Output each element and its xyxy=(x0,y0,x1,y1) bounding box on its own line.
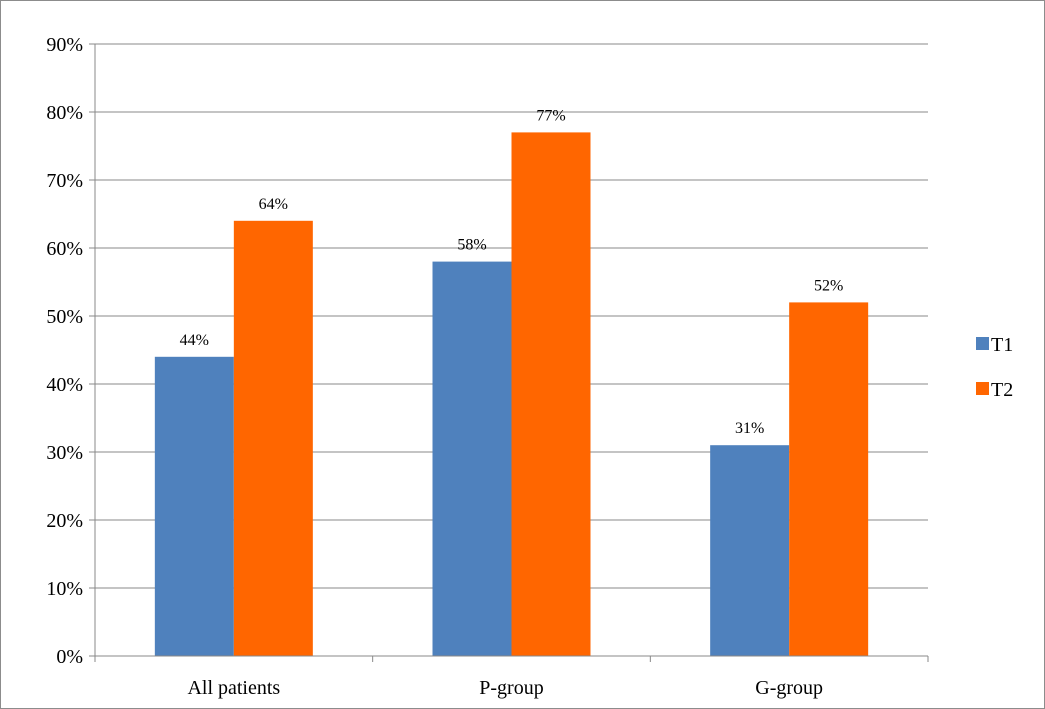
y-axis-ticks: 0% 10% 20% 30% 40% 50% 60% 70% 80% 90% xyxy=(46,34,95,668)
data-label: 52% xyxy=(814,277,843,294)
data-labels: 44% 64% 58% 77% 31% 52% xyxy=(180,107,844,437)
data-label: 64% xyxy=(259,196,288,213)
x-category-label: All patients xyxy=(187,677,280,699)
bar-t2-2 xyxy=(789,302,869,656)
data-label: 44% xyxy=(180,332,209,349)
y-tick-label: 70% xyxy=(46,170,83,192)
bars xyxy=(154,132,869,657)
bar-t1-2 xyxy=(710,445,790,656)
y-tick-label: 30% xyxy=(46,442,83,464)
bar-t1-0 xyxy=(154,356,234,656)
x-axis-labels: All patients P-group G-group xyxy=(187,677,823,699)
y-tick-label: 40% xyxy=(46,374,83,396)
y-tick-label: 10% xyxy=(46,578,83,600)
legend-swatch-t2 xyxy=(976,382,989,395)
x-category-label: G-group xyxy=(755,677,823,699)
x-category-label: P-group xyxy=(479,677,543,699)
axes xyxy=(94,44,929,662)
y-tick-label: 50% xyxy=(46,306,83,328)
y-tick-label: 80% xyxy=(46,102,83,124)
bar-t2-1 xyxy=(511,132,591,656)
y-tick-label: 90% xyxy=(46,34,83,56)
bar-t1-1 xyxy=(432,261,512,656)
data-label: 58% xyxy=(457,237,486,254)
legend-label: T2 xyxy=(991,379,1013,401)
data-label: 77% xyxy=(536,107,565,124)
y-tick-label: 20% xyxy=(46,510,83,532)
bar-t2-0 xyxy=(233,220,313,657)
data-label: 31% xyxy=(735,420,764,437)
legend-swatch-t1 xyxy=(976,337,989,350)
y-tick-label: 60% xyxy=(46,238,83,260)
legend: T1 T2 xyxy=(976,334,1013,401)
legend-label: T1 xyxy=(991,334,1013,356)
y-tick-label: 0% xyxy=(56,646,83,668)
